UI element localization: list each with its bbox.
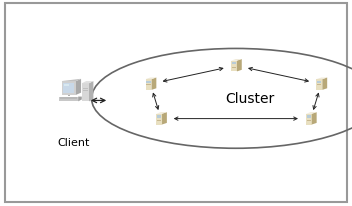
Polygon shape (232, 63, 236, 65)
Polygon shape (231, 60, 242, 61)
Polygon shape (162, 113, 167, 125)
Polygon shape (157, 116, 161, 118)
Polygon shape (156, 114, 162, 125)
Polygon shape (306, 114, 312, 125)
Polygon shape (157, 121, 161, 122)
Polygon shape (89, 82, 93, 102)
Polygon shape (307, 119, 311, 120)
Polygon shape (231, 61, 237, 72)
Polygon shape (60, 99, 77, 100)
Polygon shape (232, 66, 236, 67)
Polygon shape (316, 78, 327, 80)
Polygon shape (157, 119, 161, 120)
Polygon shape (156, 113, 167, 114)
Polygon shape (64, 84, 69, 87)
Text: Cluster: Cluster (225, 92, 275, 106)
Polygon shape (76, 80, 81, 95)
Polygon shape (82, 84, 89, 102)
Polygon shape (146, 80, 151, 90)
Polygon shape (307, 121, 311, 122)
Polygon shape (237, 60, 242, 72)
Text: Client: Client (58, 137, 90, 147)
Polygon shape (63, 84, 74, 94)
Polygon shape (62, 82, 76, 95)
Polygon shape (307, 116, 311, 118)
Polygon shape (78, 97, 82, 102)
Polygon shape (151, 78, 156, 90)
Polygon shape (68, 95, 70, 97)
Polygon shape (322, 78, 327, 90)
Polygon shape (83, 88, 88, 90)
Polygon shape (317, 81, 321, 83)
Polygon shape (306, 113, 317, 114)
Polygon shape (62, 80, 81, 82)
Polygon shape (146, 81, 151, 83)
Polygon shape (83, 90, 88, 92)
Polygon shape (58, 97, 78, 102)
Polygon shape (82, 82, 93, 84)
Polygon shape (146, 86, 151, 87)
Polygon shape (232, 68, 236, 69)
Polygon shape (146, 78, 156, 80)
Polygon shape (317, 86, 321, 87)
Polygon shape (316, 80, 322, 90)
Polygon shape (60, 100, 77, 101)
FancyBboxPatch shape (5, 4, 347, 202)
Polygon shape (312, 113, 317, 125)
